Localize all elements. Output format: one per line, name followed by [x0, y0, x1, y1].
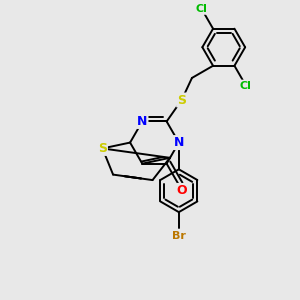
Text: S: S — [98, 142, 107, 155]
Text: Cl: Cl — [196, 4, 208, 14]
Text: S: S — [177, 94, 186, 106]
Text: N: N — [174, 136, 184, 149]
Text: N: N — [137, 115, 148, 128]
Text: Cl: Cl — [240, 81, 252, 91]
Text: Br: Br — [172, 231, 186, 241]
Text: O: O — [177, 184, 188, 197]
